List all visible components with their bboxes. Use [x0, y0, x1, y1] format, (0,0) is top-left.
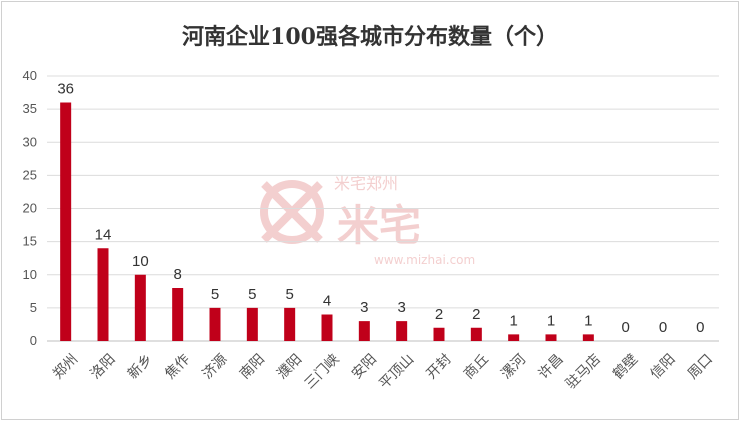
- y-tick-label: 0: [30, 333, 37, 348]
- x-tick-label: 三门峡: [302, 351, 343, 392]
- x-tick-label: 新乡: [125, 351, 156, 382]
- x-tick-label: 鹤壁: [610, 351, 641, 382]
- watermark-logo-icon: [260, 180, 324, 244]
- bar: [358, 321, 370, 341]
- y-tick-label: 15: [23, 234, 37, 249]
- data-label: 36: [57, 81, 74, 98]
- bar: [321, 314, 333, 341]
- x-tick-label: 漯河: [498, 351, 529, 382]
- x-tick-label: 信阳: [647, 351, 678, 382]
- gridlines: [47, 75, 719, 342]
- x-tick-label: 平顶山: [376, 351, 417, 392]
- y-tick-label: 35: [23, 101, 37, 116]
- bar: [396, 321, 408, 341]
- bar: [172, 288, 184, 341]
- bar: [60, 102, 72, 341]
- bar: [508, 334, 520, 341]
- x-tick-label: 安阳: [349, 351, 380, 382]
- bar: [470, 327, 482, 341]
- x-tick-label: 郑州: [50, 351, 81, 382]
- data-label: 3: [360, 299, 368, 316]
- bar: [545, 334, 557, 341]
- y-tick-label: 5: [30, 300, 37, 315]
- y-axis: 0 5 10 15 20 25 30 35 40: [23, 68, 37, 348]
- data-label: 2: [435, 306, 443, 323]
- data-label: 4: [323, 293, 331, 310]
- data-label: 0: [621, 319, 629, 336]
- data-label: 5: [248, 286, 256, 303]
- data-label: 0: [659, 319, 667, 336]
- watermark: 米宅郑州 米宅 www.mizhai.com: [260, 174, 475, 267]
- data-label: 8: [173, 266, 181, 283]
- x-tick-label: 濮阳: [274, 351, 305, 382]
- y-tick-label: 25: [23, 167, 37, 182]
- bar: [246, 307, 258, 341]
- y-tick-label: 30: [23, 134, 37, 149]
- chart-title: 河南企业100强各城市分布数量（个）: [182, 24, 558, 50]
- data-label: 5: [211, 286, 219, 303]
- watermark-brand: 米宅郑州: [334, 174, 398, 193]
- bar: [284, 307, 296, 341]
- watermark-url: www.mizhai.com: [374, 253, 475, 267]
- data-label: 3: [397, 299, 405, 316]
- data-label: 5: [285, 286, 293, 303]
- data-label: 1: [584, 312, 592, 329]
- x-tick-label: 周口: [685, 351, 716, 382]
- x-tick-label: 许昌: [535, 351, 566, 382]
- bars: [60, 102, 594, 341]
- bar: [582, 334, 594, 341]
- x-tick-label: 商丘: [461, 351, 492, 382]
- y-tick-label: 20: [23, 201, 37, 216]
- x-tick-label: 焦作: [162, 351, 193, 382]
- x-tick-label: 济源: [199, 351, 230, 382]
- data-label: 14: [95, 226, 112, 243]
- y-tick-label: 40: [23, 68, 37, 83]
- data-label: 1: [509, 312, 517, 329]
- bar: [134, 274, 146, 341]
- data-label: 0: [696, 319, 704, 336]
- x-tick-label: 驻马店: [563, 351, 604, 392]
- bar: [209, 307, 221, 341]
- bar: [97, 248, 109, 341]
- bar: [433, 327, 445, 341]
- data-label: 2: [472, 306, 480, 323]
- y-tick-label: 10: [23, 267, 37, 282]
- data-label: 10: [132, 253, 149, 270]
- x-tick-label: 南阳: [237, 351, 268, 382]
- data-label: 1: [547, 312, 555, 329]
- x-tick-label: 洛阳: [87, 351, 118, 382]
- x-tick-label: 开封: [423, 351, 454, 382]
